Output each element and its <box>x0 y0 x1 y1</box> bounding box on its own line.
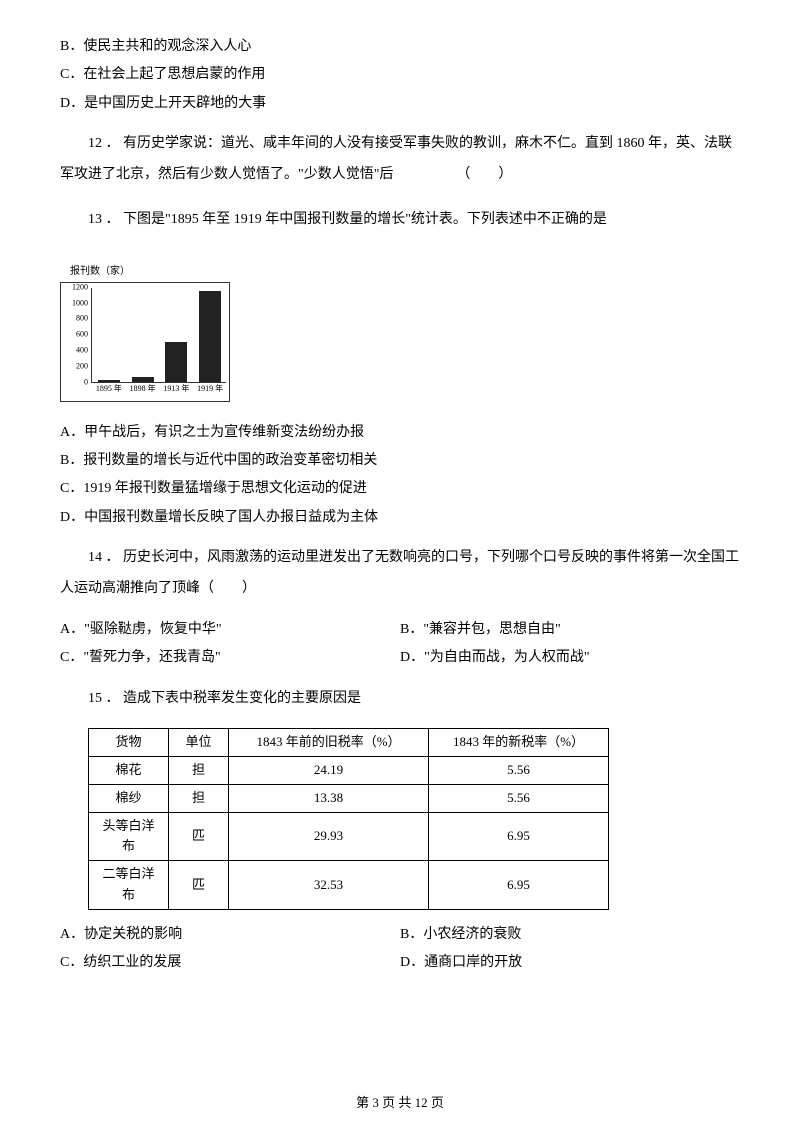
table-row: 头等白洋布匹29.936.95 <box>89 812 609 861</box>
table-cell: 13.38 <box>229 784 429 812</box>
chart-bar <box>98 380 120 382</box>
chart-ytick: 1000 <box>63 297 88 310</box>
q14-option-b: B．"兼容并包，思想自由" <box>400 619 740 641</box>
chart-xlabel: 1898 年 <box>130 383 156 396</box>
q15-option-c: C．纺织工业的发展 <box>60 952 400 974</box>
table-cell: 5.56 <box>429 757 609 785</box>
q13-chart: 报刊数（家） 1895 年 1898 年 1913 年 1919 年 0 200 400 6… <box>60 264 230 402</box>
q13-option-c: C．1919 年报刊数量猛增缘于思想文化运动的促进 <box>60 478 740 500</box>
q13-text: 13 ． 下图是"1895 年至 1919 年中国报刊数量的增长"统计表。下列表… <box>60 205 740 236</box>
table-cell: 29.93 <box>229 812 429 861</box>
table-cell: 棉花 <box>89 757 169 785</box>
q14-option-d: D．"为自由而战，为人权而战" <box>400 647 740 669</box>
q13-option-d: D．中国报刊数量增长反映了国人办报日益成为主体 <box>60 507 740 529</box>
table-row: 棉纱担13.385.56 <box>89 784 609 812</box>
chart-bar <box>199 291 221 382</box>
table-cell: 24.19 <box>229 757 429 785</box>
table-cell: 头等白洋布 <box>89 812 169 861</box>
q13-option-b: B．报刊数量的增长与近代中国的政治变革密切相关 <box>60 450 740 472</box>
q11-option-b: B．使民主共和的观念深入人心 <box>60 36 740 58</box>
q13-option-a: A．甲午战后，有识之士为宣传维新变法纷纷办报 <box>60 422 740 444</box>
chart-ytick: 200 <box>63 360 88 373</box>
table-cell: 6.95 <box>429 861 609 910</box>
q15-text: 15 ． 造成下表中税率发生变化的主要原因是 <box>60 684 740 715</box>
q11-option-d: D．是中国历史上开天辟地的大事 <box>60 93 740 115</box>
chart-bar <box>165 342 187 382</box>
chart-bar <box>132 377 154 382</box>
q14-text: 14 ． 历史长河中，风雨激荡的运动里迸发出了无数响亮的口号，下列哪个口号反映的… <box>60 543 740 605</box>
q15-option-a: A．协定关税的影响 <box>60 924 400 946</box>
q14-option-a: A．"驱除鞑虏，恢复中华" <box>60 619 400 641</box>
table-cell: 棉纱 <box>89 784 169 812</box>
page-footer: 第 3 页 共 12 页 <box>0 1093 800 1114</box>
q14-option-c: C．"誓死力争，还我青岛" <box>60 647 400 669</box>
table-row: 棉花担24.195.56 <box>89 757 609 785</box>
chart-ytick: 400 <box>63 345 88 358</box>
table-cell: 5.56 <box>429 784 609 812</box>
chart-xlabel: 1913 年 <box>163 383 189 396</box>
table-cell: 担 <box>169 757 229 785</box>
table-cell: 二等白洋布 <box>89 861 169 910</box>
chart-ytick: 0 <box>63 376 88 389</box>
chart-ytick: 1200 <box>63 281 88 294</box>
chart-xlabel: 1919 年 <box>197 383 223 396</box>
q15-option-d: D．通商口岸的开放 <box>400 952 740 974</box>
table-cell: 32.53 <box>229 861 429 910</box>
table-cell: 6.95 <box>429 812 609 861</box>
q15-option-b: B．小农经济的衰败 <box>400 924 740 946</box>
table-cell: 担 <box>169 784 229 812</box>
chart-ytick: 800 <box>63 313 88 326</box>
table-row: 二等白洋布匹32.536.95 <box>89 861 609 910</box>
q13-chart-title: 报刊数（家） <box>70 264 230 280</box>
table-header-cell: 货物 <box>89 729 169 757</box>
chart-xlabel: 1895 年 <box>96 383 122 396</box>
q11-option-c: C．在社会上起了思想启蒙的作用 <box>60 64 740 86</box>
table-cell: 匹 <box>169 861 229 910</box>
q12-text: 12 ． 有历史学家说：道光、咸丰年间的人没有接受军事失败的教训，麻木不仁。直到… <box>60 129 740 191</box>
table-header-cell: 1843 年的新税率（%） <box>429 729 609 757</box>
table-cell: 匹 <box>169 812 229 861</box>
chart-ytick: 600 <box>63 329 88 342</box>
q15-table: 货物单位1843 年前的旧税率（%）1843 年的新税率（%）棉花担24.195… <box>88 728 740 910</box>
table-header-cell: 单位 <box>169 729 229 757</box>
table-header-cell: 1843 年前的旧税率（%） <box>229 729 429 757</box>
